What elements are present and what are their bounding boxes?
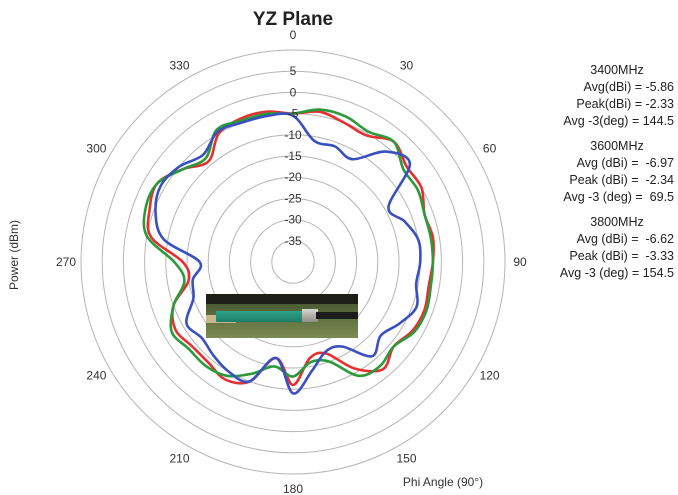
grid-circle xyxy=(271,240,315,284)
angle-tick-label: 330 xyxy=(169,58,189,72)
angle-tick-label: 270 xyxy=(56,255,76,269)
stats-avg-3: Avg -3(deg) = 144.5 xyxy=(563,114,674,128)
angle-tick-label: 180 xyxy=(283,482,303,495)
angle-tick-label: 60 xyxy=(483,142,497,156)
series-line-2 xyxy=(154,112,422,395)
grid-circle xyxy=(207,176,379,348)
stats-frequency: 3800MHz xyxy=(590,215,644,229)
stats-peak: Peak (dBi) = -3.33 xyxy=(569,249,674,263)
series-layer xyxy=(142,108,435,395)
grid-circle xyxy=(101,70,485,454)
stats-peak: Peak (dBi) = -2.34 xyxy=(569,173,674,187)
angle-tick-label: 300 xyxy=(86,142,106,156)
angle-tick-label: 210 xyxy=(169,452,189,466)
label-layer: 5 0 -5 -10 -15 -20 -25 -30 -35 0 30 60 90 120 150 180 21… xyxy=(56,28,527,495)
radial-tick-label: -5 xyxy=(288,107,299,121)
angular-axis-title: Phi Angle (90°) xyxy=(403,475,483,489)
stats-block-3400: 3400MHz Avg(dBi) = -5.86 Peak(dBi) = -2.… xyxy=(540,62,676,130)
stats-avg-3: Avg -3 (deg) = 69.5 xyxy=(563,190,674,204)
stats-avg: Avg (dBi) = -6.62 xyxy=(576,232,674,246)
radial-axis-title: Power (dBm) xyxy=(7,220,21,290)
grid-circle xyxy=(122,91,464,433)
antenna-photo xyxy=(206,294,358,338)
radial-tick-label: 0 xyxy=(290,85,297,99)
radial-tick-label: -20 xyxy=(284,170,302,184)
chart-title: YZ Plane xyxy=(253,9,333,30)
photo-connector xyxy=(302,309,318,322)
photo-antenna-board xyxy=(216,311,308,322)
angle-tick-label: 0 xyxy=(290,28,297,42)
angle-tick-label: 240 xyxy=(86,369,106,383)
radial-tick-label: -15 xyxy=(284,149,302,163)
radial-tick-label: -30 xyxy=(284,213,302,227)
stats-frequency: 3600MHz xyxy=(590,139,644,153)
angle-tick-label: 120 xyxy=(480,369,500,383)
grid-circle xyxy=(250,219,336,305)
stats-avg-3: Avg -3 (deg) = 154.5 xyxy=(559,266,674,280)
stats-avg: Avg (dBi) = -6.97 xyxy=(576,156,674,170)
photo-cable xyxy=(316,312,358,319)
stats-frequency: 3400MHz xyxy=(590,63,644,77)
angle-tick-label: 150 xyxy=(396,452,416,466)
grid-circle xyxy=(186,155,400,369)
radial-tick-label: -10 xyxy=(284,128,302,142)
angle-tick-label: 30 xyxy=(400,58,414,72)
angle-tick-label: 90 xyxy=(513,255,527,269)
radial-tick-label: 5 xyxy=(290,64,297,78)
photo-background xyxy=(206,294,358,304)
radial-tick-label: -25 xyxy=(284,191,302,205)
stats-block-3600: 3600MHz Avg (dBi) = -6.97 Peak (dBi) = -… xyxy=(540,138,676,206)
stats-panel: 3400MHz Avg(dBi) = -5.86 Peak(dBi) = -2.… xyxy=(540,62,676,290)
stats-peak: Peak(dBi) = -2.33 xyxy=(576,97,674,111)
series-line-1 xyxy=(142,108,435,378)
stats-block-3800: 3800MHz Avg (dBi) = -6.62 Peak (dBi) = -… xyxy=(540,214,676,282)
grid-circle-outer xyxy=(80,49,506,475)
stats-avg: Avg(dBi) = -5.86 xyxy=(583,80,674,94)
radial-tick-label: -35 xyxy=(284,234,302,248)
